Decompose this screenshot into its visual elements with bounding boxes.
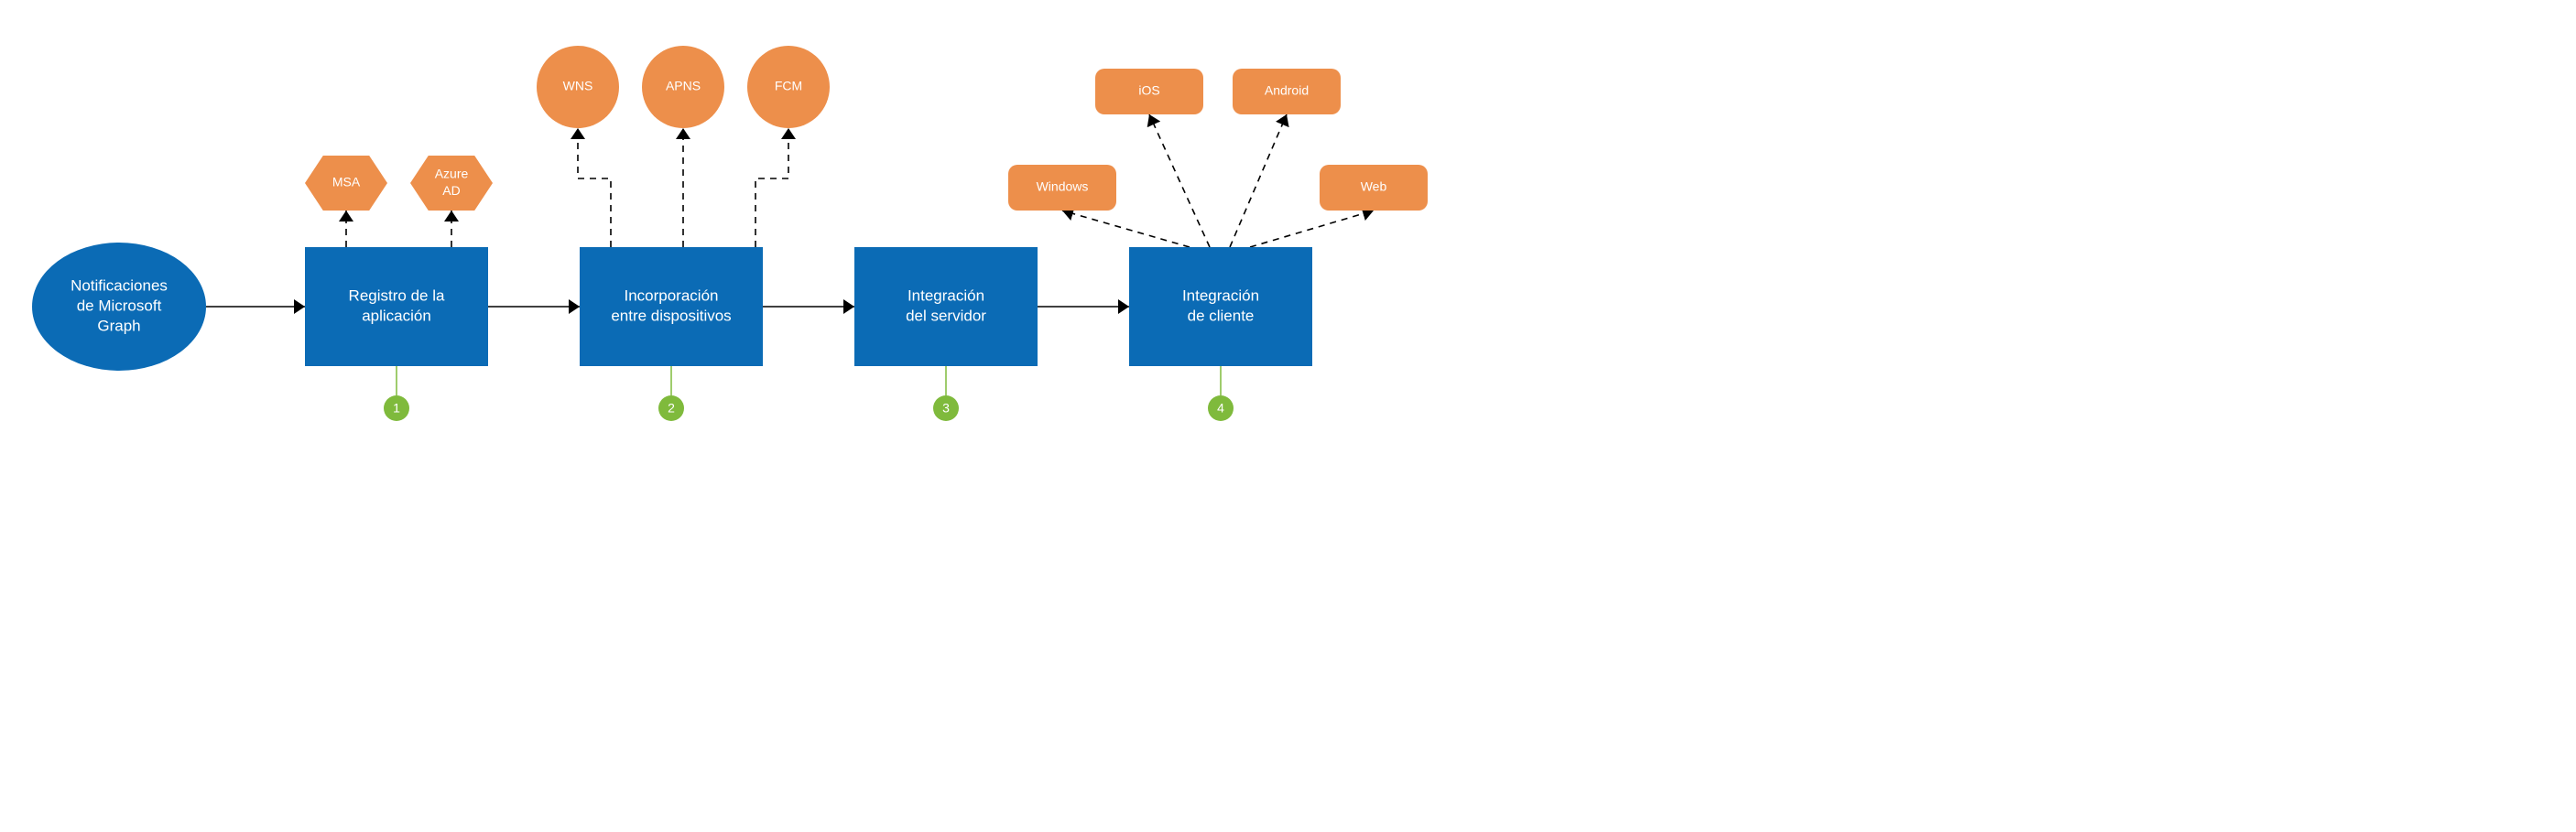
node-start-label-line0: Notificaciones [71, 276, 168, 294]
badge-step3: 3 [933, 366, 959, 421]
node-windows-label-line0: Windows [1037, 179, 1089, 194]
node-step1: Registro de la aplicación [305, 247, 488, 366]
node-android-label-line0: Android [1265, 83, 1309, 98]
node-step2-label-line0: Incorporación [624, 286, 718, 304]
badge-step4: 4 [1208, 366, 1234, 421]
badge-step2: 2 [658, 366, 684, 421]
node-step2-label-line1: entre dispositivos [611, 308, 731, 325]
badge-step2-label: 2 [668, 401, 675, 416]
node-start: Notificaciones de Microsoft Graph [32, 243, 206, 371]
node-wns: WNS [537, 46, 619, 128]
node-msa: MSA [305, 156, 387, 211]
badge-step3-label: 3 [942, 401, 950, 416]
node-wns-label-line0: WNS [563, 79, 593, 93]
diagram-container: Notificaciones de Microsoft Graph Registro … [0, 0, 2576, 462]
node-windows: Windows [1008, 165, 1116, 211]
dashed-to-android [1230, 114, 1287, 247]
node-msa-label-line0: MSA [332, 175, 361, 189]
node-start-label-line1: de Microsoft [77, 297, 162, 314]
dashed-to-fcm [755, 128, 788, 247]
dashed-to-web [1250, 211, 1374, 247]
node-step4-label-line1: de cliente [1188, 308, 1255, 325]
dashed-to-ios [1149, 114, 1210, 247]
node-apns: APNS [642, 46, 724, 128]
node-step3: Integración del servidor [854, 247, 1038, 366]
node-ios-label-line0: iOS [1138, 83, 1159, 98]
node-web-label-line0: Web [1361, 179, 1387, 194]
node-step1-label-line1: aplicación [362, 308, 431, 325]
node-apns-label-line0: APNS [666, 79, 701, 93]
node-azuread-label-line1: AD [442, 183, 460, 198]
node-step4: Integración de cliente [1129, 247, 1312, 366]
node-android: Android [1233, 69, 1341, 114]
node-ios: iOS [1095, 69, 1203, 114]
badge-step4-label: 4 [1217, 401, 1224, 416]
node-azuread-label-line0: Azure [435, 167, 469, 181]
node-step3-label-line1: del servidor [906, 308, 986, 325]
node-fcm: FCM [747, 46, 830, 128]
badges-layer: 1 2 3 4 [384, 366, 1234, 421]
node-fcm-label-line0: FCM [775, 79, 802, 93]
dashed-to-wns [578, 128, 611, 247]
node-start-label-line2: Graph [97, 318, 140, 335]
node-step4-label-line0: Integración [1182, 286, 1259, 304]
badge-step1: 1 [384, 366, 409, 421]
node-azuread: Azure AD [410, 156, 493, 211]
nodes-layer: Notificaciones de Microsoft Graph Registro … [32, 46, 1428, 371]
badge-step1-label: 1 [393, 401, 400, 416]
node-step2: Incorporación entre dispositivos [580, 247, 763, 366]
node-web: Web [1320, 165, 1428, 211]
node-step1-label-line0: Registro de la [349, 286, 445, 304]
node-step3-label-line0: Integración [908, 286, 984, 304]
dashed-to-windows [1062, 211, 1190, 247]
